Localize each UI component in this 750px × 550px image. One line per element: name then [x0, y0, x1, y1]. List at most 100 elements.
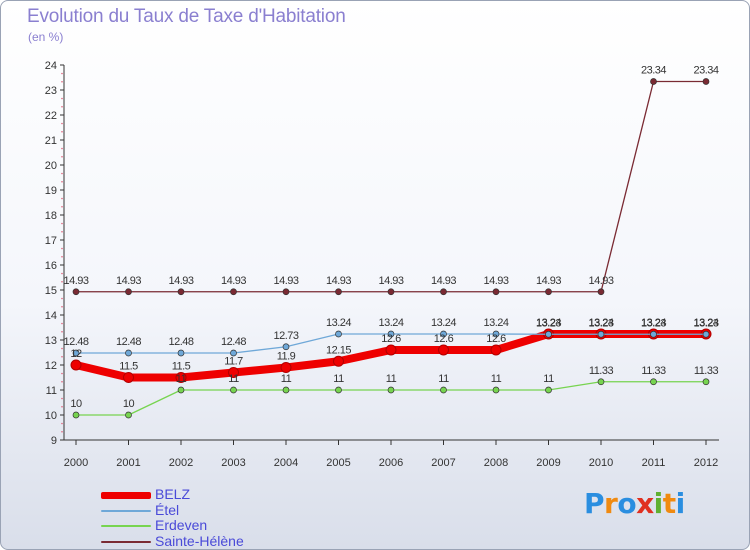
y-minor-tick	[61, 272, 63, 275]
data-label-sainte-h-l-ne: 14.93	[483, 275, 508, 287]
data-label-erdeven: 11.33	[694, 365, 719, 377]
data-label-belz: 11.9	[277, 351, 296, 363]
data-point-sainte-h-l-ne	[72, 288, 80, 296]
data-label-erdeven: 11.33	[641, 365, 666, 377]
y-tick-label: 14	[45, 310, 57, 322]
y-tick-label: 9	[51, 435, 57, 447]
data-label-belz: 11.5	[172, 361, 191, 373]
proxiti-logo[interactable]: Proxiti	[584, 487, 685, 520]
data-point--tel	[335, 330, 342, 338]
x-tick-label: 2007	[431, 457, 455, 469]
y-minor-tick	[61, 122, 63, 125]
data-point-erdeven	[702, 378, 710, 386]
data-label-belz: 11.5	[119, 361, 138, 373]
y-tick-label: 12	[45, 360, 57, 372]
legend-swatch-erdeven	[101, 525, 151, 527]
y-minor-tick	[61, 430, 63, 433]
data-label-erdeven: 10	[123, 398, 135, 410]
y-minor-tick	[61, 422, 63, 425]
data-point-sainte-h-l-ne	[597, 288, 605, 296]
legend-label-sainte-helene: Sainte-Hélène	[155, 532, 244, 549]
data-point-sainte-h-l-ne	[282, 288, 290, 296]
y-minor-tick	[61, 205, 63, 208]
series-layer	[70, 78, 712, 419]
y-minor-tick	[61, 397, 63, 400]
data-point-erdeven	[282, 386, 290, 394]
x-tick-label: 2004	[274, 457, 298, 469]
data-label-layer: 14.93 14.93 14.93 14.93 14.93 14.93 14.93 14.93…	[63, 65, 719, 411]
data-label-erdeven: 11	[281, 373, 292, 385]
y-minor-tick	[61, 222, 63, 225]
data-label-sainte-h-l-ne: 14.93	[63, 275, 88, 287]
logo-letter: o	[617, 487, 637, 520]
data-point-belz	[228, 367, 239, 378]
logo-letter: P	[584, 487, 605, 520]
data-label-erdeven: 11	[543, 373, 554, 385]
data-label-belz: 12.6	[486, 333, 506, 345]
y-tick-label: 20	[45, 160, 57, 172]
legend-label-belz: BELZ	[155, 486, 191, 502]
y-minor-tick	[61, 305, 63, 308]
logo-letter: t	[662, 487, 676, 520]
chart-title: Evolution du Taux de Taxe d'Habitation	[27, 6, 346, 27]
data-point--tel	[72, 349, 80, 357]
data-label-sainte-h-l-ne: 14.93	[326, 275, 351, 287]
y-minor-tick	[61, 255, 63, 258]
data-point-erdeven	[72, 411, 80, 419]
series-line-sainte-h-l-ne	[75, 80, 707, 293]
data-label-erdeven: 11	[176, 373, 187, 385]
data-label--tel: 13.23	[588, 317, 613, 329]
data-label--tel: 13.23	[536, 317, 561, 329]
data-label-belz: 13.24	[641, 317, 666, 329]
legend-label-erdeven: Erdeven	[155, 517, 208, 533]
data-label-erdeven: 11.33	[589, 365, 614, 377]
data-point-sainte-h-l-ne	[545, 288, 552, 296]
data-point-sainte-h-l-ne	[177, 288, 185, 296]
y-minor-tick	[61, 405, 63, 408]
data-label-sainte-h-l-ne: 14.93	[221, 275, 246, 287]
data-point--tel	[125, 349, 132, 357]
x-tick-label: 2012	[694, 457, 718, 469]
y-tick-label: 15	[45, 285, 57, 297]
data-label-belz: 12.6	[434, 333, 454, 345]
legend-label-etel: Étel	[155, 501, 180, 518]
data-label--tel: 13.23	[641, 317, 666, 329]
y-minor-tick	[61, 105, 63, 108]
data-label-sainte-h-l-ne: 14.93	[273, 275, 298, 287]
logo-letter: i	[675, 487, 686, 520]
data-point-sainte-h-l-ne	[440, 288, 447, 296]
data-label-erdeven: 10	[70, 398, 82, 410]
data-point-belz	[438, 344, 449, 356]
data-label--tel: 12.73	[273, 330, 298, 342]
data-label-belz: 13.24	[588, 317, 613, 329]
data-point--tel	[440, 330, 447, 338]
data-label-erdeven: 11	[438, 373, 449, 385]
data-label-sainte-h-l-ne: 14.93	[168, 275, 193, 287]
data-point-sainte-h-l-ne	[702, 78, 710, 85]
data-label--tel: 12.48	[221, 336, 246, 348]
data-point-erdeven	[597, 378, 605, 386]
y-minor-tick	[61, 330, 63, 333]
data-point--tel	[650, 330, 657, 338]
data-label--tel: 13.24	[483, 317, 508, 329]
y-minor-tick	[61, 247, 63, 250]
data-point-erdeven	[545, 386, 552, 394]
data-label-sainte-h-l-ne: 14.93	[378, 275, 403, 287]
y-minor-tick	[61, 180, 63, 183]
data-point-sainte-h-l-ne	[650, 78, 657, 85]
data-point-belz	[70, 359, 82, 371]
logo-letter: i	[653, 487, 664, 520]
data-point-sainte-h-l-ne	[230, 288, 237, 296]
data-label--tel: 12.48	[116, 336, 141, 348]
data-point-erdeven	[440, 386, 447, 394]
data-point-erdeven	[335, 386, 342, 394]
logo-letter: r	[604, 487, 618, 520]
data-point-erdeven	[125, 411, 132, 419]
y-tick-label: 22	[45, 110, 57, 122]
y-tick-label: 24	[45, 60, 57, 72]
data-label-sainte-h-l-ne: 14.93	[431, 275, 456, 287]
data-point-erdeven	[492, 386, 500, 394]
x-tick-label: 2001	[116, 457, 140, 469]
data-point--tel	[230, 349, 237, 357]
data-label-erdeven: 11	[333, 373, 344, 385]
